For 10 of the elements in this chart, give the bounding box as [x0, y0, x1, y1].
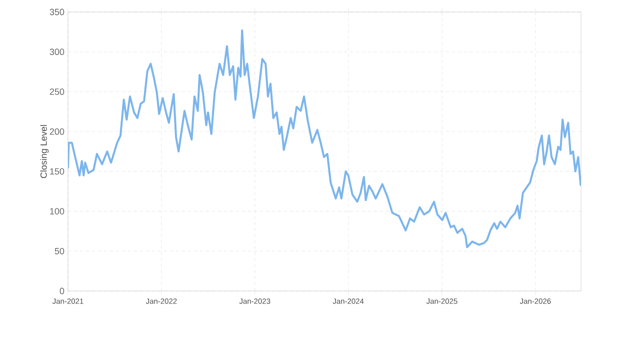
- y-axis-title: Closing Level: [40, 125, 49, 178]
- y-tick-label: 300: [50, 48, 64, 56]
- y-tick-label: 0: [60, 288, 64, 294]
- y-tick-label: 350: [50, 8, 64, 16]
- y-tick-label: 50: [54, 248, 64, 254]
- y-tick-label: 150: [50, 168, 64, 175]
- y-tick-label: 200: [50, 128, 64, 135]
- y-tick-label: 250: [50, 88, 64, 95]
- y-tick-label: 100: [50, 208, 64, 214]
- line-series: [68, 29, 581, 248]
